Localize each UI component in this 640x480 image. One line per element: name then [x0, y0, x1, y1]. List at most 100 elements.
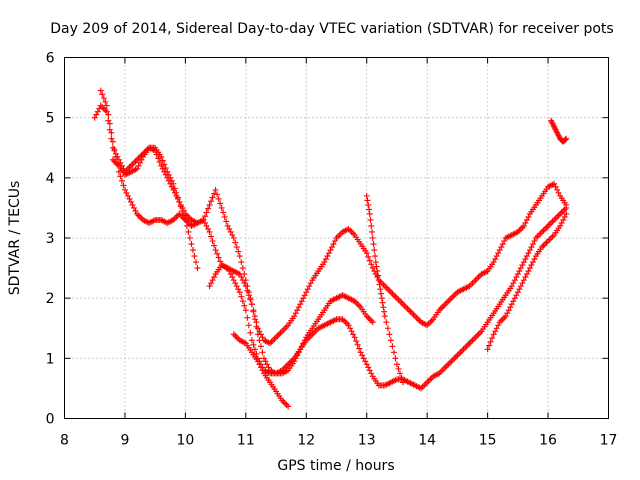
data-point	[449, 356, 456, 363]
data-point	[520, 277, 527, 284]
data-point	[369, 235, 376, 241]
data-point	[131, 159, 138, 166]
series-track-g	[484, 210, 570, 353]
data-point	[461, 344, 468, 351]
data-point	[174, 194, 181, 201]
data-point	[552, 215, 559, 222]
data-point	[519, 280, 526, 287]
data-point	[194, 265, 201, 272]
data-point	[244, 314, 251, 321]
data-point	[226, 268, 233, 275]
data-point	[395, 365, 402, 372]
data-point	[114, 161, 121, 168]
data-point	[103, 108, 110, 115]
data-point	[226, 225, 233, 232]
data-point	[132, 158, 139, 165]
y-axis-label: SDTVAR / TECUs	[7, 181, 23, 296]
data-point	[554, 213, 561, 220]
data-point	[297, 301, 304, 308]
data-point	[471, 335, 478, 342]
data-point	[525, 213, 532, 220]
data-point	[392, 293, 399, 300]
data-point	[365, 201, 372, 208]
data-point	[221, 213, 228, 220]
data-point	[493, 325, 500, 332]
data-point	[118, 177, 125, 184]
data-point	[535, 231, 542, 238]
data-point	[458, 347, 465, 354]
data-point	[467, 338, 474, 345]
data-point	[212, 247, 219, 254]
data-point	[534, 233, 541, 240]
data-point	[99, 104, 106, 111]
data-point	[208, 280, 215, 287]
data-point	[375, 272, 382, 279]
data-point	[390, 292, 397, 299]
data-point	[102, 98, 109, 105]
x-tick-label: 17	[600, 433, 618, 449]
data-point	[214, 250, 221, 257]
data-point	[368, 370, 375, 377]
data-point	[366, 210, 373, 217]
data-point	[203, 209, 210, 216]
data-point	[369, 319, 376, 326]
data-point	[324, 253, 331, 260]
data-point	[227, 271, 234, 278]
data-point	[233, 334, 240, 341]
data-point	[254, 331, 261, 338]
data-point	[369, 228, 376, 235]
data-point	[356, 302, 363, 309]
data-point	[135, 212, 142, 219]
data-point	[280, 398, 287, 405]
data-point	[285, 403, 292, 410]
data-point	[433, 371, 440, 378]
data-point	[248, 301, 255, 308]
data-point	[353, 338, 360, 345]
data-point	[365, 206, 372, 213]
data-point	[159, 165, 166, 172]
data-point	[379, 299, 386, 306]
data-point	[542, 225, 549, 232]
data-point	[170, 186, 177, 193]
data-point	[217, 200, 224, 207]
data-point	[301, 292, 308, 299]
data-point	[428, 317, 435, 324]
data-point	[341, 317, 348, 324]
data-point	[522, 274, 529, 281]
data-point	[413, 314, 420, 321]
data-point	[149, 218, 156, 225]
data-point	[490, 259, 497, 266]
data-point	[211, 242, 218, 249]
data-point	[398, 374, 405, 381]
data-point	[134, 165, 141, 172]
data-point	[322, 256, 329, 263]
data-point	[254, 325, 261, 332]
data-point	[376, 281, 383, 288]
data-point	[282, 364, 289, 371]
data-point	[250, 308, 257, 315]
series-track-b	[97, 87, 376, 377]
data-point	[260, 355, 267, 362]
data-point	[455, 350, 462, 357]
data-point	[235, 248, 242, 255]
data-point	[208, 198, 215, 205]
data-point	[495, 250, 502, 257]
series-track-a	[91, 102, 570, 347]
data-point	[233, 244, 240, 251]
data-point	[403, 304, 410, 311]
data-point	[389, 290, 396, 297]
y-tick-label: 4	[46, 171, 55, 187]
data-point	[280, 326, 287, 333]
data-point	[209, 238, 216, 245]
data-point	[263, 368, 270, 375]
data-point	[241, 302, 248, 309]
data-point	[354, 301, 361, 308]
data-point	[543, 239, 550, 246]
y-tick-label: 5	[46, 111, 55, 127]
series-track-h	[548, 117, 570, 145]
data-point	[557, 210, 564, 217]
data-point	[516, 268, 523, 275]
data-point	[271, 335, 278, 342]
data-point	[396, 370, 403, 377]
data-point	[158, 153, 165, 160]
